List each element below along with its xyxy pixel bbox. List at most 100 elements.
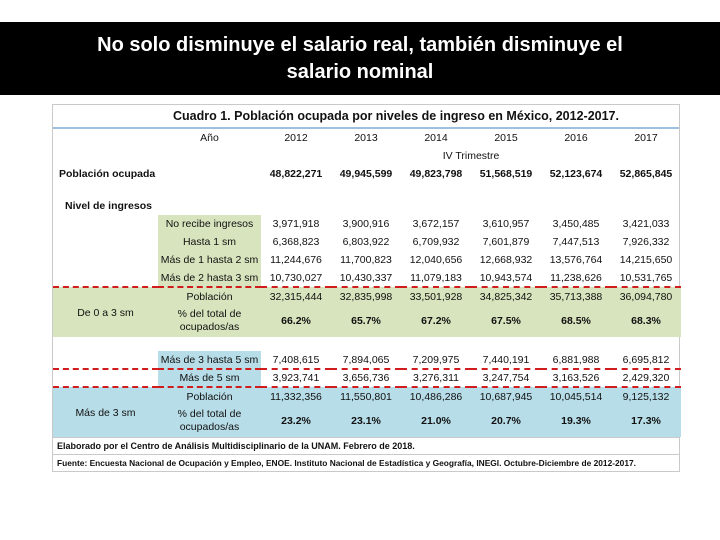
year-cell: 2012 (284, 132, 308, 144)
table-title: Cuadro 1. Población ocupada por niveles … (53, 105, 679, 129)
table-cell: 66.2% (261, 305, 331, 337)
table-cell: 11,700,823 (340, 254, 392, 266)
table-row: Más de 5 sm 3,923,741 3,656,736 3,276,31… (53, 368, 681, 388)
table-cell: 10,430,337 (331, 269, 401, 288)
table-cell: 11,079,183 (401, 269, 471, 288)
table-cell: 14,215,650 (619, 254, 673, 266)
table-cell: 7,408,615 (272, 353, 320, 366)
row-label: Más de 5 sm (158, 368, 261, 388)
table-cell: 6,881,988 (552, 353, 600, 366)
poblacion-ocupada-label: Población ocupada (59, 168, 156, 180)
table-cell: 6,695,812 (622, 353, 670, 366)
table-cell: 52,865,845 (619, 168, 673, 180)
table-cell: 3,450,485 (552, 218, 600, 230)
table-cell: 3,163,526 (541, 368, 611, 388)
table-cell: 2,429,320 (611, 368, 681, 388)
table-cell: 11,550,801 (331, 387, 401, 405)
income-table-image: Cuadro 1. Población ocupada por niveles … (52, 104, 681, 472)
table-row: Hasta 1 sm 6,368,823 6,803,922 6,709,932… (53, 233, 681, 251)
table-cell: 7,894,065 (342, 353, 390, 366)
table-row: No recibe ingresos 3,971,918 3,900,916 3… (53, 215, 681, 233)
table-cell: 3,923,741 (261, 368, 331, 388)
row-label: Más de 3 hasta 5 sm (158, 351, 261, 369)
table-cell: 11,332,356 (261, 387, 331, 405)
nivel-ingresos-label: Nivel de ingresos (65, 200, 152, 212)
year-cell: 2014 (424, 132, 448, 144)
year-header-row: Año 2012 2013 2014 2015 2016 2017 (53, 129, 681, 147)
table-cell: 32,835,998 (331, 287, 401, 305)
table-cell: 67.5% (471, 305, 541, 337)
group-0-3-pct-label: % del total de ocupados/as (158, 305, 261, 337)
table-cell: 10,730,027 (261, 269, 331, 288)
table-cell: 7,601,879 (482, 236, 530, 248)
table-cell: 35,713,388 (541, 287, 611, 305)
table-cell: 7,209,975 (412, 353, 460, 366)
table-cell: 11,238,626 (541, 269, 611, 288)
table-cell: 3,656,736 (331, 368, 401, 388)
year-header-label: Año (200, 132, 219, 144)
table-cell: 65.7% (331, 305, 401, 337)
table-cell: 19.3% (541, 405, 611, 437)
table-cell: 3,247,754 (471, 368, 541, 388)
table-cell: 3,900,916 (342, 218, 390, 230)
table-cell: 10,687,945 (471, 387, 541, 405)
nivel-ingresos-row: Nivel de ingresos (53, 197, 681, 215)
table-cell: 23.2% (261, 405, 331, 437)
row-label: Más de 2 hasta 3 sm (158, 269, 261, 288)
table-footer-elaborado: Elaborado por el Centro de Análisis Mult… (53, 437, 679, 454)
table-cell: 11,244,676 (270, 254, 322, 266)
table-cell: 21.0% (401, 405, 471, 437)
table-cell: 12,040,656 (409, 254, 463, 266)
table-cell: 10,943,574 (471, 269, 541, 288)
table-row: Más de 3 hasta 5 sm 7,408,615 7,894,065 … (53, 351, 681, 369)
table-cell: 7,926,332 (622, 236, 670, 248)
year-cell: 2013 (354, 132, 378, 144)
table-cell: 7,447,513 (552, 236, 600, 248)
row-label: Más de 1 hasta 2 sm (158, 251, 261, 269)
group-3-plus-pct-row: % del total de ocupados/as 23.2% 23.1% 2… (53, 405, 681, 437)
table-cell: 13,576,764 (549, 254, 603, 266)
income-table: Año 2012 2013 2014 2015 2016 2017 IV Tri… (53, 129, 681, 437)
table-cell: 6,803,922 (342, 236, 390, 248)
poblacion-ocupada-row: Población ocupada 48,822,271 49,945,599 … (53, 165, 681, 183)
table-cell: 3,421,033 (622, 218, 670, 230)
table-cell: 51,568,519 (479, 168, 533, 180)
slide-title: No solo disminuye el salario real, tambi… (0, 22, 720, 95)
table-cell: 10,531,765 (611, 269, 681, 288)
slide-title-line-2: salario nominal (286, 61, 434, 83)
table-cell: 7,440,191 (482, 353, 530, 366)
table-cell: 6,709,932 (412, 236, 460, 248)
table-cell: 23.1% (331, 405, 401, 437)
quarter-row: IV Trimestre (53, 147, 681, 165)
table-cell: 9,125,132 (611, 387, 681, 405)
group-0-3-label: De 0 a 3 sm (53, 287, 158, 337)
table-cell: 17.3% (611, 405, 681, 437)
table-cell: 48,822,271 (269, 168, 323, 180)
table-cell: 10,045,514 (541, 387, 611, 405)
table-footer-fuente: Fuente: Encuesta Nacional de Ocupación y… (53, 454, 679, 471)
slide-title-line-1: No solo disminuye el salario real, tambi… (97, 34, 623, 56)
table-cell: 67.2% (401, 305, 471, 337)
table-cell: 10,486,286 (401, 387, 471, 405)
table-cell: 68.5% (541, 305, 611, 337)
year-cell: 2017 (634, 132, 658, 144)
year-cell: 2016 (564, 132, 588, 144)
table-cell: 12,668,932 (479, 254, 533, 266)
table-cell: 68.3% (611, 305, 681, 337)
group-3-plus-pct-label: % del total de ocupados/as (158, 405, 261, 437)
row-label: No recibe ingresos (158, 215, 261, 233)
table-cell: 6,368,823 (272, 236, 320, 248)
group-3-plus-label: Más de 3 sm (53, 387, 158, 437)
table-cell: 3,276,311 (401, 368, 471, 388)
table-row: Más de 1 hasta 2 sm 11,244,676 11,700,82… (53, 251, 681, 269)
table-cell: 3,672,157 (412, 218, 460, 230)
table-cell: 3,971,918 (272, 218, 320, 230)
table-cell: 3,610,957 (482, 218, 530, 230)
table-cell: 20.7% (471, 405, 541, 437)
group-0-3-poblacion-row: De 0 a 3 sm Población 32,315,444 32,835,… (53, 287, 681, 337)
group-0-3-pop-label: Población (158, 287, 261, 305)
table-cell: 32,315,444 (261, 287, 331, 305)
group-0-3-pct-row: % del total de ocupados/as 66.2% 65.7% 6… (53, 305, 681, 337)
table-cell: 33,501,928 (401, 287, 471, 305)
table-cell: 52,123,674 (549, 168, 603, 180)
